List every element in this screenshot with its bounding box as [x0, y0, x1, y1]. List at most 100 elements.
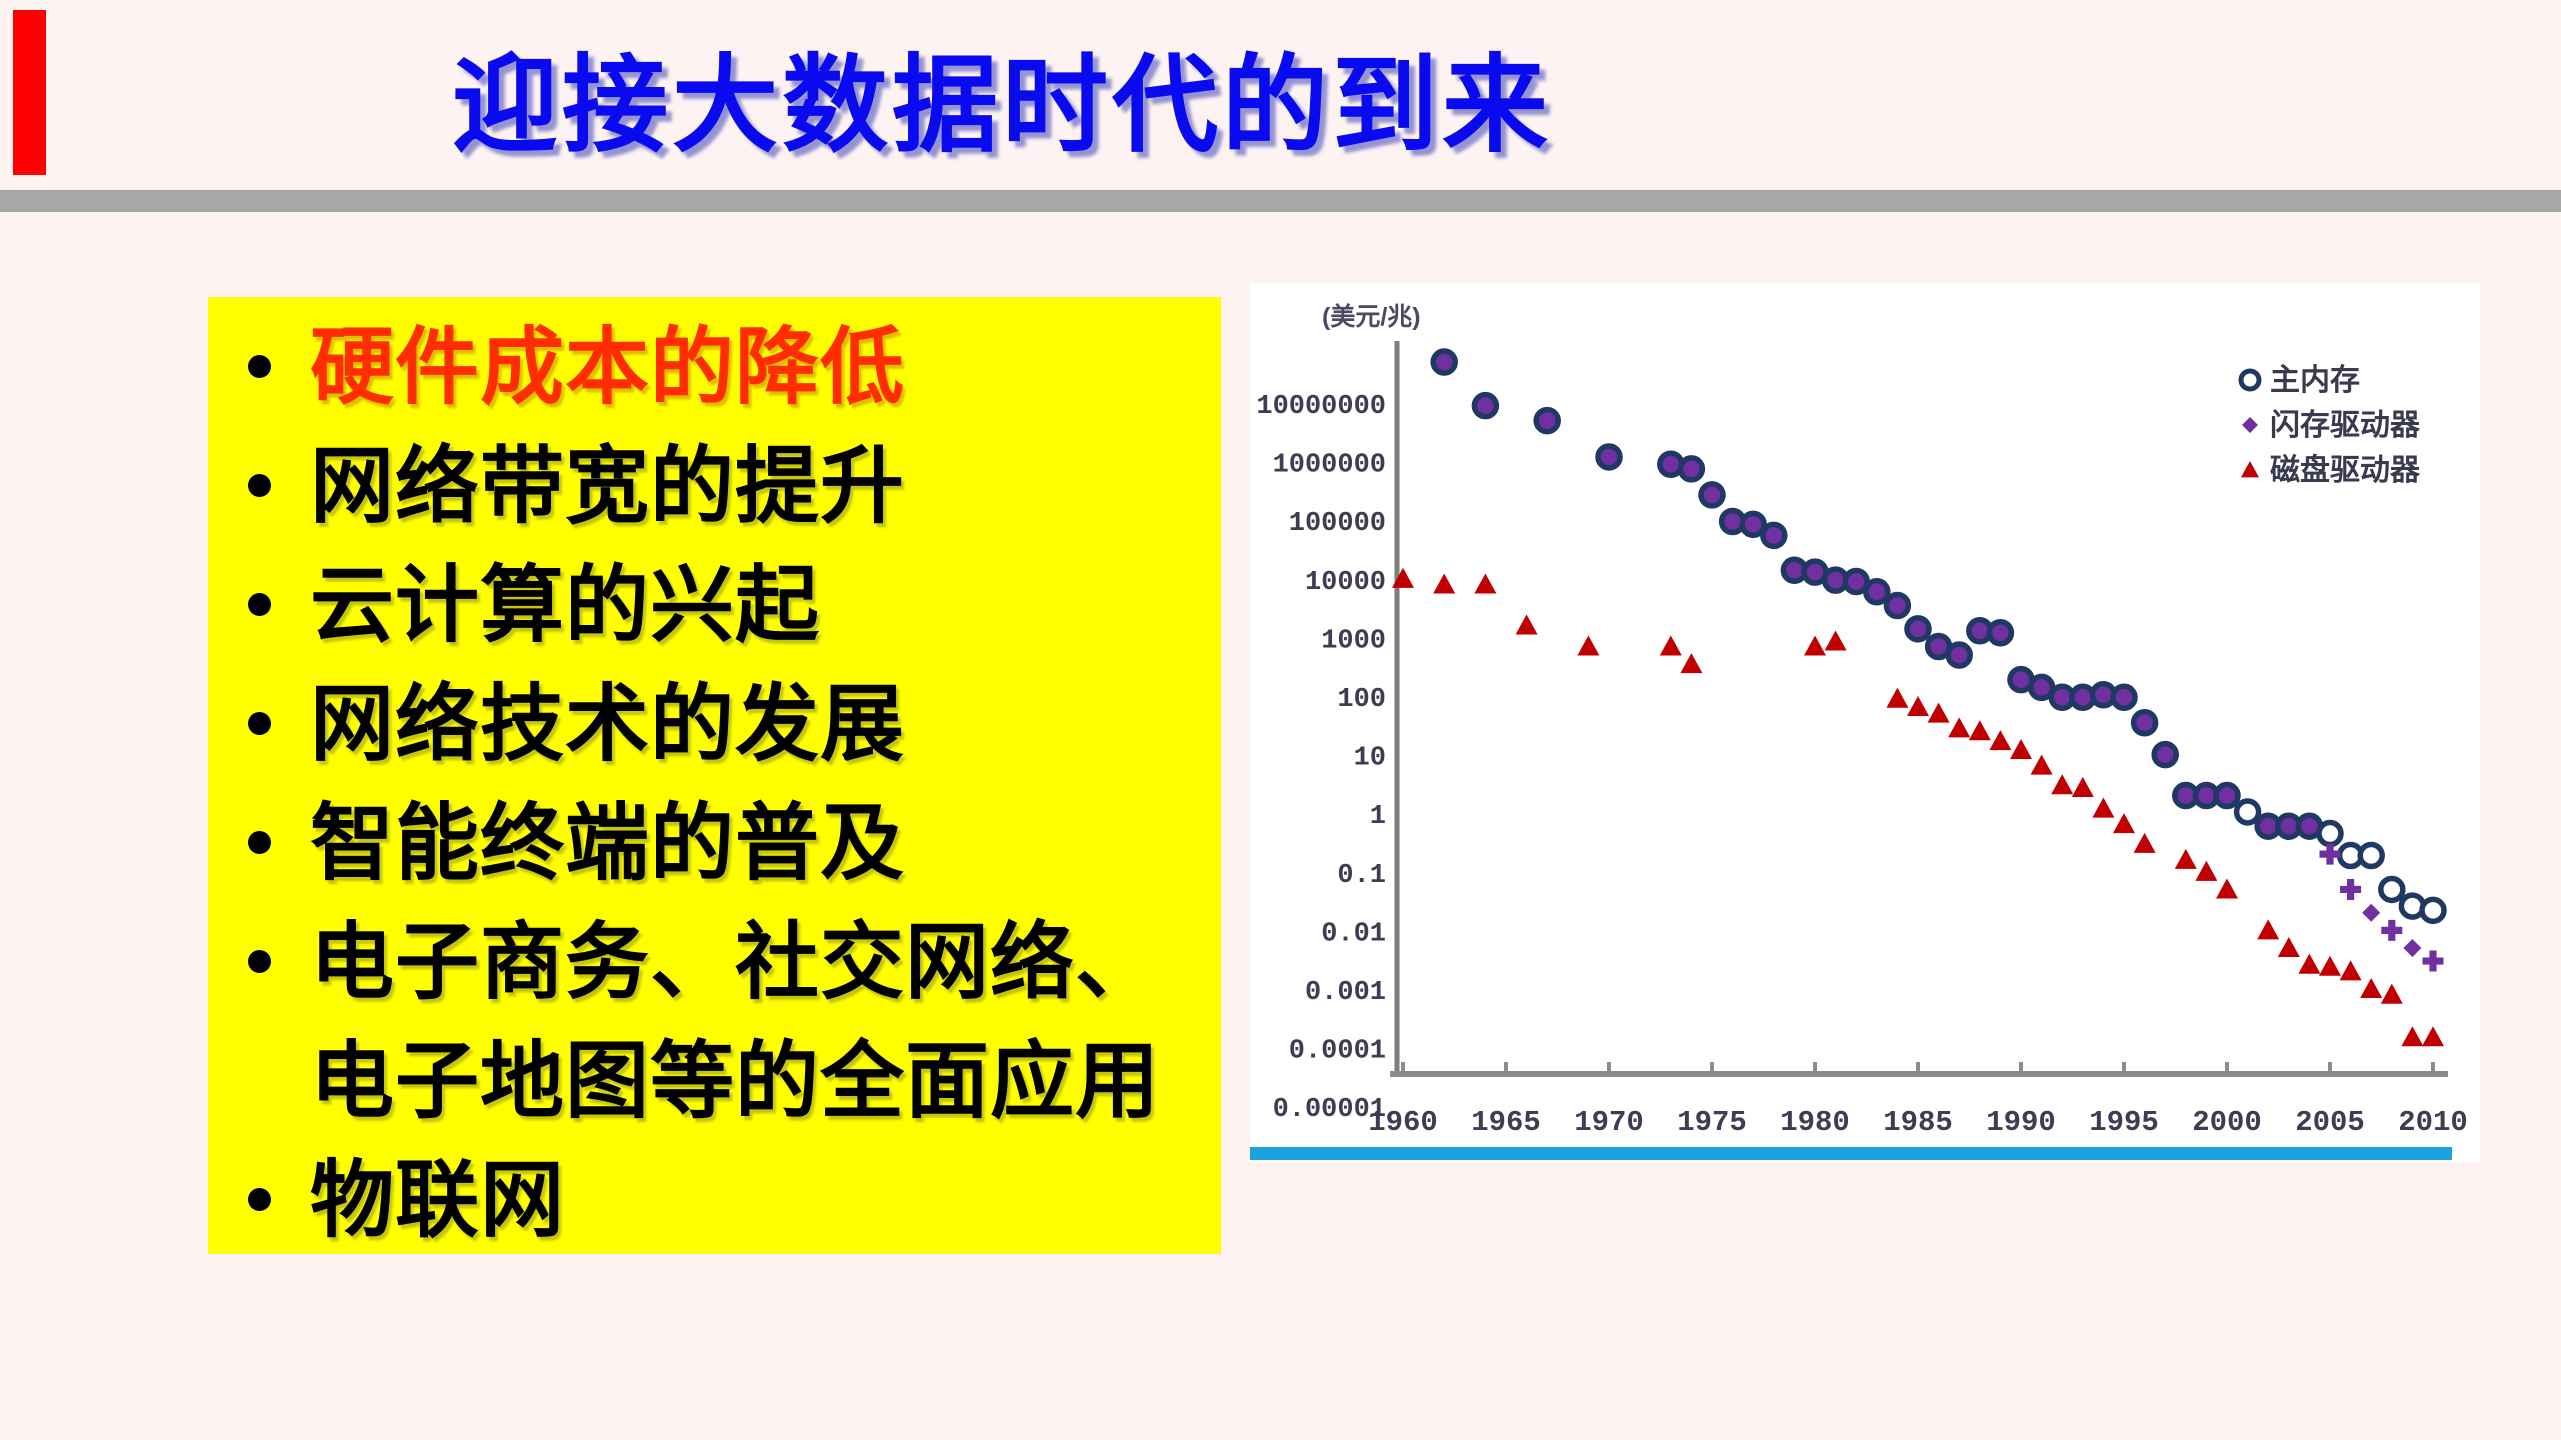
disk-drive-point — [1515, 614, 1538, 635]
main-memory-point — [2419, 896, 2447, 925]
x-tick-label: 2005 — [2295, 1106, 2365, 1139]
price-decline-chart: (美元/兆) 10000000 1000000 100000 10000 1000 100 1… — [1250, 302, 2468, 1160]
x-tick-label: 1980 — [1780, 1106, 1850, 1139]
bullet-item: 网络技术的发展 — [208, 664, 1221, 783]
disk-drive-point — [2174, 848, 2197, 869]
disk-drive-point — [1989, 730, 2012, 751]
bullet-text: 电子地图等的全面应用 — [310, 1033, 1161, 1128]
bullet-item: 硬件成本的降低 — [208, 307, 1221, 426]
main-memory-point — [1739, 510, 1767, 539]
bullet-dot — [208, 831, 310, 854]
disk-drive-point — [2339, 960, 2362, 981]
red-accent-bar — [13, 10, 46, 175]
x-tick-label: 1985 — [1883, 1106, 1953, 1139]
disk-drive-point — [1824, 630, 1847, 651]
y-tick-label: 10 — [1354, 744, 1386, 774]
flash-drive-point — [2362, 903, 2381, 922]
slide-title: 迎接大数据时代的到来 — [452, 47, 1552, 165]
bullet-text: 云计算的兴起 — [310, 557, 821, 652]
main-memory-point — [2357, 841, 2385, 870]
disk-drive-point — [2030, 754, 2053, 775]
legend-item-label: 主内存 — [2270, 364, 2360, 397]
disk-drive-point — [2380, 983, 2403, 1004]
disk-drive-point — [2133, 832, 2156, 853]
disk-drive-point — [1907, 695, 1929, 716]
disk-drive-point — [2298, 953, 2321, 974]
legend-flash-drive-icon — [2242, 417, 2258, 433]
main-memory-point — [1863, 578, 1891, 606]
disk-drive-point — [2071, 776, 2094, 797]
disk-drive-point — [2113, 813, 2135, 834]
main-memory-point — [1595, 443, 1623, 471]
bullet-dot — [208, 1188, 310, 1211]
disk-drive-point — [2051, 774, 2074, 795]
disk-drive-point — [2216, 878, 2238, 899]
bullet-item: 智能终端的普及 — [208, 783, 1221, 902]
bullet-item: 电子地图等的全面应用 — [208, 1021, 1221, 1140]
y-tick-label: 1000 — [1321, 626, 1386, 656]
bullet-text: 硬件成本的降低 — [310, 319, 906, 414]
bullet-dot — [208, 1069, 310, 1092]
x-tick-label: 1990 — [1986, 1106, 2056, 1139]
bullet-text: 网络带宽的提升 — [310, 438, 906, 533]
bullet-text: 网络技术的发展 — [310, 676, 906, 771]
x-tick-label: 2010 — [2398, 1106, 2468, 1139]
divider-bar — [0, 190, 2561, 212]
bullet-dot — [208, 355, 310, 378]
x-tick-label: 2000 — [2192, 1106, 2262, 1139]
disk-drive-point — [1804, 635, 1826, 656]
bullet-dot — [208, 593, 310, 616]
disk-drive-point — [1968, 720, 1991, 741]
main-memory-point — [1945, 641, 1973, 669]
disk-drive-point — [1680, 653, 1703, 674]
bullet-dot — [208, 712, 310, 735]
x-tick-label: 1965 — [1471, 1106, 1541, 1139]
y-tick-label: 10000 — [1305, 568, 1386, 598]
main-memory-point — [1904, 615, 1932, 643]
bullet-dot — [208, 950, 310, 973]
disk-drive-point — [2422, 1026, 2444, 1047]
bullet-text: 物联网 — [310, 1152, 566, 1247]
disk-drive-point — [2010, 738, 2032, 759]
y-tick-label: 0.1 — [1337, 861, 1386, 891]
legend-main-memory-icon — [2238, 368, 2262, 392]
main-memory-point — [2316, 819, 2344, 848]
y-tick-label: 0.01 — [1321, 919, 1386, 949]
legend-disk-drive-icon — [2241, 461, 2259, 478]
disk-drive-point — [2092, 797, 2115, 818]
main-memory-point — [2378, 875, 2406, 904]
main-memory-point — [1698, 481, 1726, 509]
disk-drive-point — [1948, 717, 1971, 738]
y-tick-label: 0.0001 — [1289, 1037, 1386, 1067]
x-tick-label: 1995 — [2089, 1106, 2159, 1139]
chart-y-axis-unit-label: (美元/兆) — [1322, 302, 1421, 331]
x-tick-label: 1970 — [1574, 1106, 1644, 1139]
disk-drive-point — [1474, 573, 1497, 594]
disk-drive-point — [2360, 978, 2383, 999]
flash-drive-point — [2340, 878, 2362, 900]
flash-drive-point — [2422, 950, 2444, 972]
bullet-item: 云计算的兴起 — [208, 545, 1221, 664]
y-tick-label: 100000 — [1289, 509, 1386, 539]
main-memory-point — [2233, 798, 2262, 826]
bullet-text: 电子商务、社交网络、 — [310, 914, 1161, 1009]
main-memory-point — [1842, 567, 1870, 596]
bullet-item: 物联网 — [208, 1140, 1221, 1259]
disk-drive-point — [2401, 1026, 2424, 1047]
main-memory-point — [2110, 683, 2138, 712]
y-tick-label: 1000000 — [1273, 451, 1386, 481]
main-memory-point — [1677, 455, 1706, 483]
disk-drive-point — [2257, 919, 2280, 940]
x-tick-label: 1960 — [1368, 1106, 1438, 1139]
main-memory-point — [2130, 708, 2159, 737]
flash-drive-point — [2381, 919, 2403, 941]
disk-drive-point — [1577, 635, 1600, 656]
bullet-panel: 硬件成本的降低 网络带宽的提升 云计算的兴起 网络技术的发展智能终端的普及电子商务、社… — [208, 297, 1221, 1254]
disk-drive-point — [1659, 635, 1682, 656]
disk-drive-point — [1927, 702, 1950, 723]
main-memory-point — [1533, 406, 1561, 435]
bullet-dot — [208, 474, 310, 497]
legend-item-label: 闪存驱动器 — [2270, 409, 2421, 442]
disk-drive-point — [1433, 573, 1456, 594]
y-tick-label: 0.00001 — [1273, 1095, 1386, 1125]
